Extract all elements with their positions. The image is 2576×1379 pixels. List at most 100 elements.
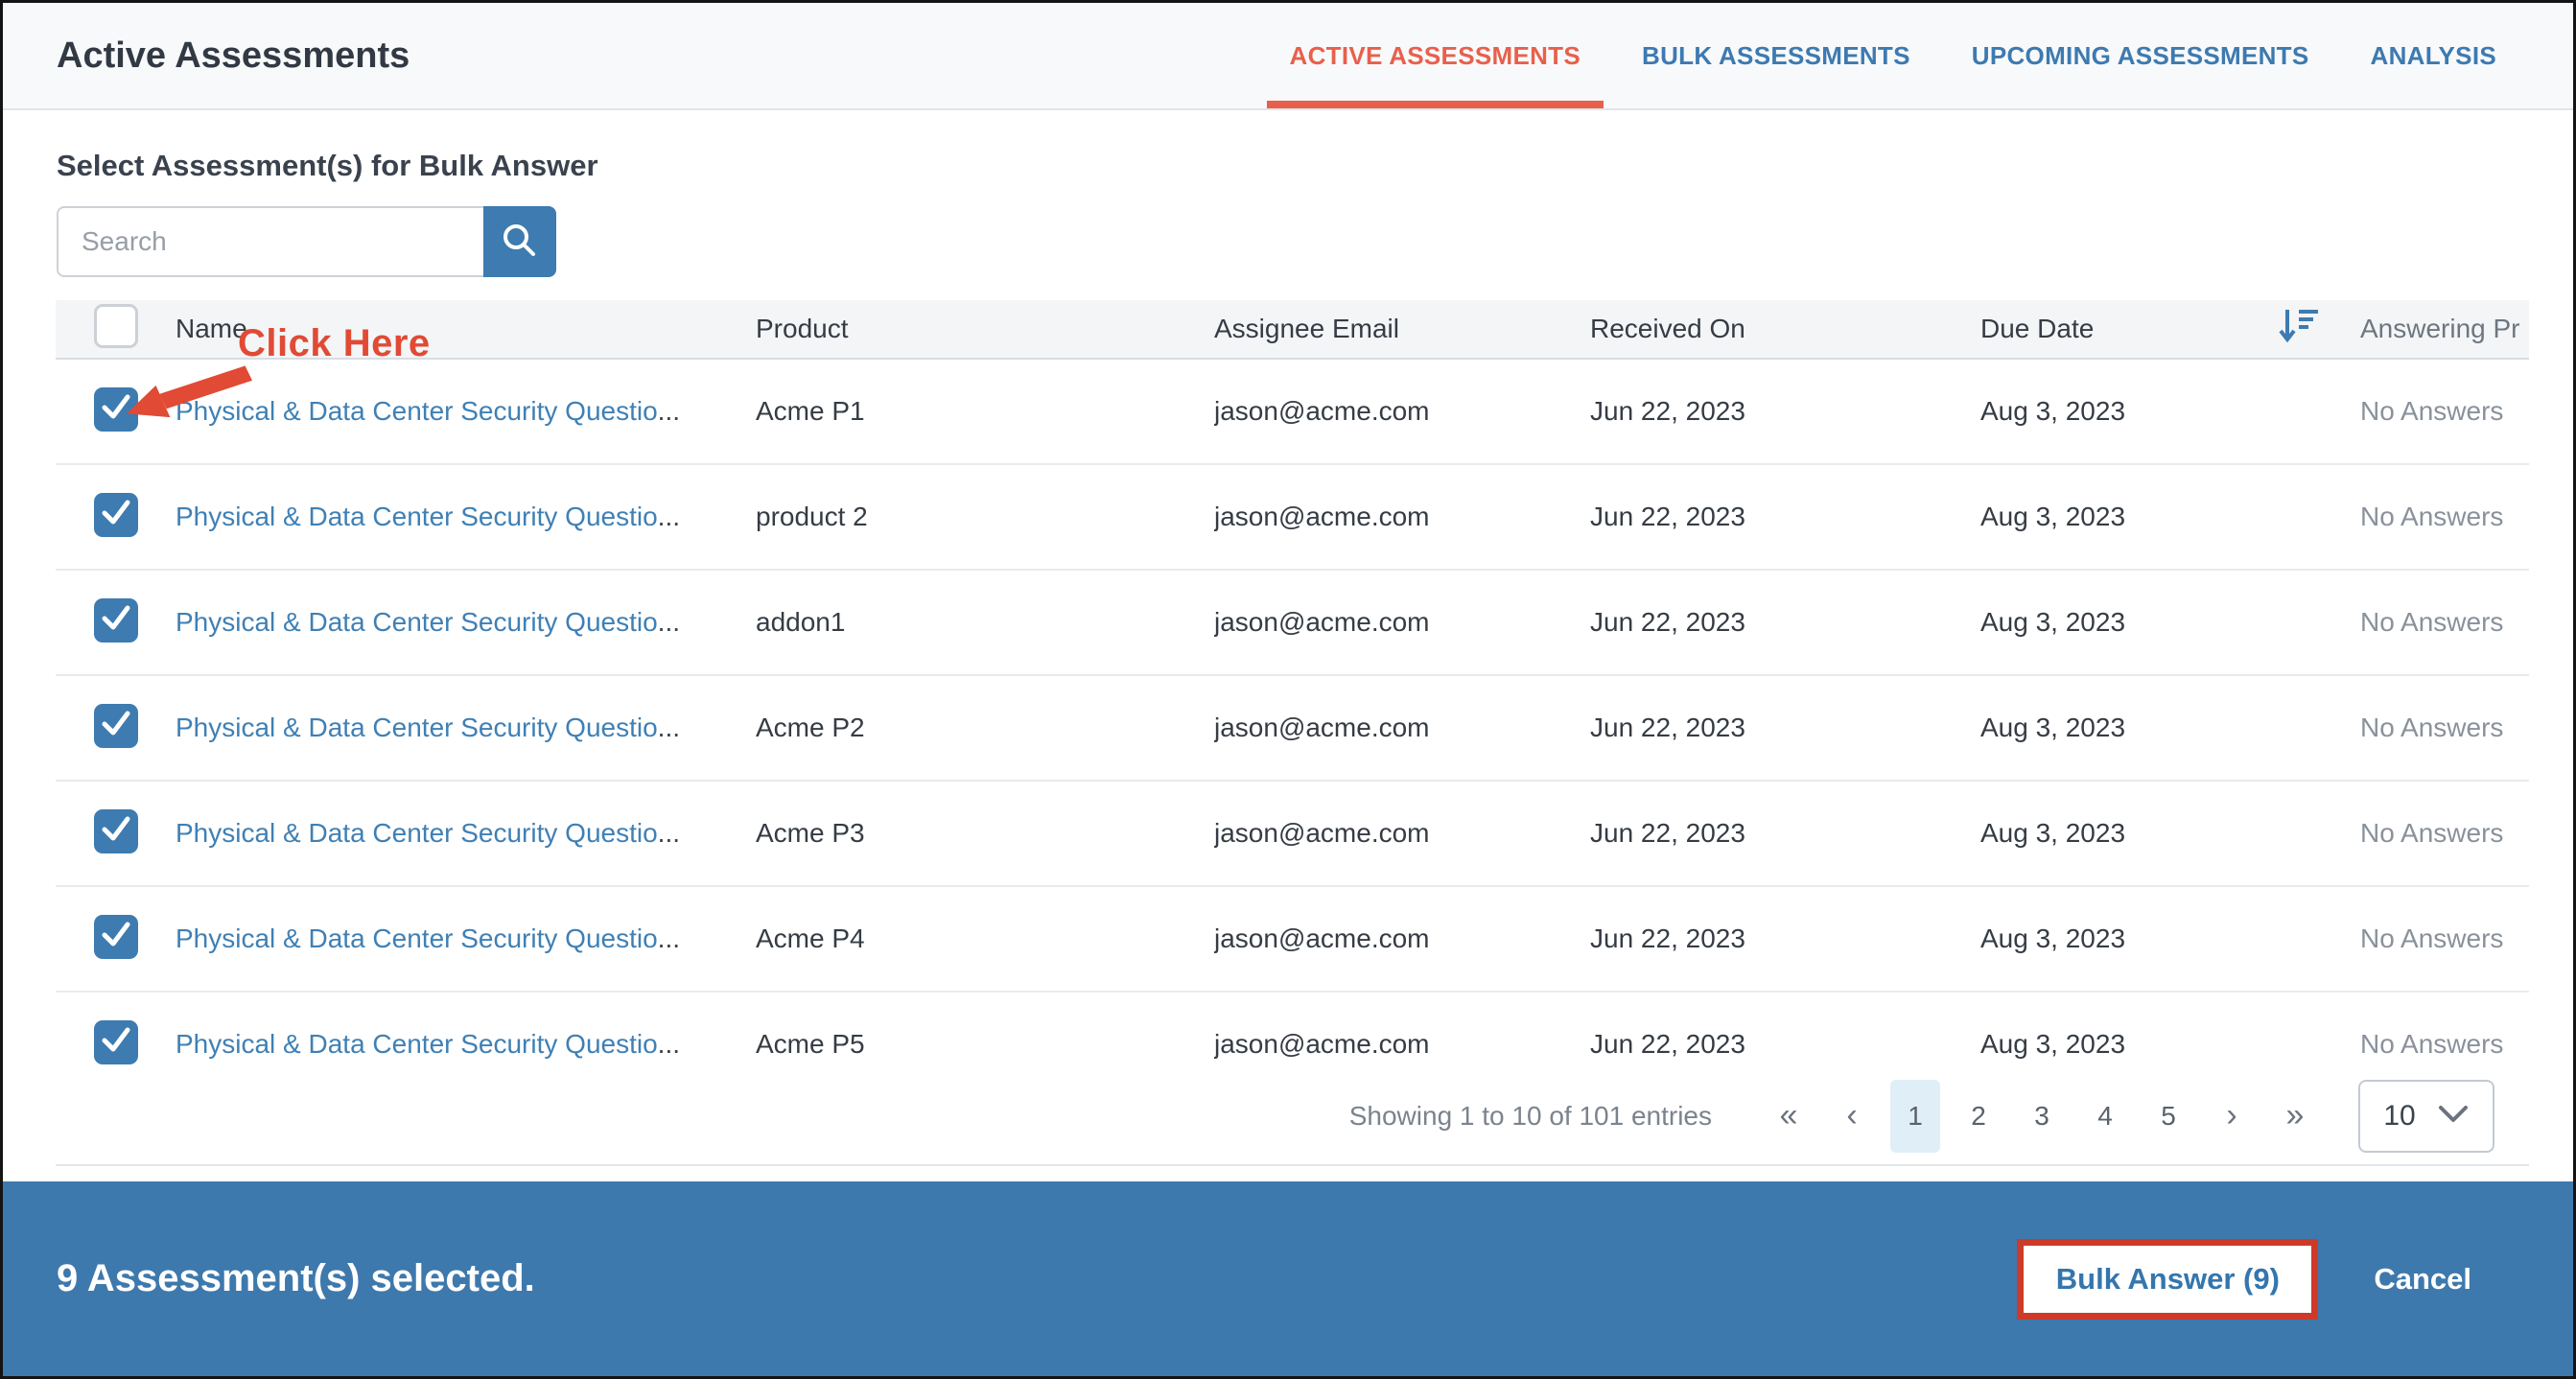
assignee-email-cell: jason@acme.com — [1214, 502, 1430, 531]
pagination-bar: Showing 1 to 10 of 101 entries « ‹ 1 2 3… — [56, 1067, 2529, 1166]
product-cell: Acme P2 — [756, 713, 865, 742]
checkmark-icon — [94, 598, 138, 646]
column-header-product: Product — [756, 314, 849, 343]
cancel-button[interactable]: Cancel — [2374, 1261, 2471, 1296]
search-input[interactable] — [57, 206, 483, 277]
table-header-row: Name Product Assignee Email Received On … — [56, 300, 2529, 360]
product-cell: Acme P1 — [756, 396, 865, 426]
tab-analysis[interactable]: ANALYSIS — [2370, 40, 2496, 70]
table-row: Physical & Data Center Security Questio.… — [56, 360, 2529, 465]
search-bar — [57, 206, 556, 277]
table-row: Physical & Data Center Security Questio.… — [56, 782, 2529, 887]
answering-progress-cell: No Answers — [2360, 713, 2504, 742]
assessment-name-link[interactable]: Physical & Data Center Security Questio.… — [176, 1029, 681, 1059]
last-page-button[interactable]: » — [2285, 1097, 2305, 1134]
product-cell: Acme P4 — [756, 923, 865, 953]
click-here-arrow-icon — [124, 360, 252, 426]
due-date-cell: Aug 3, 2023 — [1980, 607, 2126, 637]
select-all-checkbox[interactable] — [94, 303, 138, 348]
received-on-cell: Jun 22, 2023 — [1590, 923, 1745, 953]
assignee-email-cell: jason@acme.com — [1214, 1029, 1430, 1059]
row-checkbox[interactable] — [94, 704, 138, 749]
due-date-cell: Aug 3, 2023 — [1980, 923, 2126, 953]
page-button-5[interactable]: 5 — [2161, 1100, 2176, 1131]
product-cell: Acme P5 — [756, 1029, 865, 1059]
search-button[interactable] — [483, 206, 556, 277]
column-header-received-on: Received On — [1590, 314, 1745, 343]
bulk-answer-annotation-outline: Bulk Answer (9) — [2017, 1238, 2319, 1320]
assessment-name-link[interactable]: Physical & Data Center Security Questio.… — [176, 923, 681, 953]
page-button-3[interactable]: 3 — [2034, 1100, 2049, 1131]
due-date-cell: Aug 3, 2023 — [1980, 502, 2126, 531]
next-page-button[interactable]: › — [2226, 1097, 2237, 1134]
column-header-assignee-email: Assignee Email — [1214, 314, 1399, 343]
row-checkbox[interactable] — [94, 1020, 138, 1067]
due-date-cell: Aug 3, 2023 — [1980, 1029, 2126, 1059]
due-date-cell: Aug 3, 2023 — [1980, 713, 2126, 742]
answering-progress-cell: No Answers — [2360, 607, 2504, 637]
row-checkbox[interactable] — [94, 809, 138, 854]
sort-descending-icon[interactable] — [2276, 304, 2320, 355]
received-on-cell: Jun 22, 2023 — [1590, 607, 1745, 637]
checkmark-icon — [94, 493, 138, 541]
column-header-name: Name — [176, 314, 247, 343]
assessment-name-link[interactable]: Physical & Data Center Security Questio.… — [176, 396, 681, 426]
bulk-action-bar: 9 Assessment(s) selected. Bulk Answer (9… — [3, 1181, 2573, 1376]
page-button-1[interactable]: 1 — [1890, 1079, 1940, 1153]
column-header-due-date: Due Date — [1980, 314, 2095, 343]
received-on-cell: Jun 22, 2023 — [1590, 818, 1745, 848]
assessments-table: Name Product Assignee Email Received On … — [56, 300, 2529, 1067]
assignee-email-cell: jason@acme.com — [1214, 607, 1430, 637]
answering-progress-cell: No Answers — [2360, 923, 2504, 953]
answering-progress-cell: No Answers — [2360, 818, 2504, 848]
tab-upcoming-assessments[interactable]: UPCOMING ASSESSMENTS — [1971, 40, 2309, 70]
assignee-email-cell: jason@acme.com — [1214, 923, 1430, 953]
assessment-name-link[interactable]: Physical & Data Center Security Questio.… — [176, 713, 681, 742]
page-button-4[interactable]: 4 — [2097, 1100, 2113, 1131]
pagination-summary: Showing 1 to 10 of 101 entries — [1348, 1100, 1712, 1131]
section-heading: Select Assessment(s) for Bulk Answer — [57, 149, 598, 182]
page-button-2[interactable]: 2 — [1971, 1100, 1986, 1131]
table-row: Physical & Data Center Security Questio.… — [56, 571, 2529, 676]
row-checkbox[interactable] — [94, 915, 138, 960]
page-size-select[interactable]: 10 — [2358, 1079, 2494, 1153]
first-page-button[interactable]: « — [1779, 1097, 1798, 1134]
received-on-cell: Jun 22, 2023 — [1590, 713, 1745, 742]
table-row: Physical & Data Center Security Questio.… — [56, 993, 2529, 1067]
checkmark-icon — [94, 704, 138, 752]
tab-active-assessments[interactable]: ACTIVE ASSESSMENTS — [1266, 3, 1604, 108]
chevron-down-icon — [2437, 1100, 2470, 1133]
due-date-cell: Aug 3, 2023 — [1980, 396, 2126, 426]
assessment-name-link[interactable]: Physical & Data Center Security Questio.… — [176, 818, 681, 848]
product-cell: product 2 — [756, 502, 868, 531]
assessment-name-link[interactable]: Physical & Data Center Security Questio.… — [176, 502, 681, 531]
checkmark-icon — [94, 809, 138, 857]
answering-progress-cell: No Answers — [2360, 502, 2504, 531]
table-row: Physical & Data Center Security Questio.… — [56, 676, 2529, 782]
selected-count-text: 9 Assessment(s) selected. — [57, 1257, 535, 1299]
row-checkbox[interactable] — [94, 493, 138, 538]
bulk-answer-button[interactable]: Bulk Answer (9) — [2024, 1245, 2312, 1313]
checkmark-icon — [94, 915, 138, 963]
top-bar: Active Assessments ACTIVE ASSESSMENTS BU… — [3, 3, 2573, 110]
table-body: Physical & Data Center Security Questio.… — [56, 360, 2529, 1067]
table-row: Physical & Data Center Security Questio.… — [56, 465, 2529, 571]
prev-page-button[interactable]: ‹ — [1846, 1097, 1858, 1134]
assignee-email-cell: jason@acme.com — [1214, 818, 1430, 848]
click-here-annotation: Click Here — [238, 322, 431, 364]
page-title: Active Assessments — [57, 35, 410, 76]
tab-bar: ACTIVE ASSESSMENTS BULK ASSESSMENTS UPCO… — [1266, 3, 2507, 108]
product-cell: Acme P3 — [756, 818, 865, 848]
row-checkbox[interactable] — [94, 598, 138, 643]
checkmark-icon — [94, 1020, 138, 1067]
due-date-cell: Aug 3, 2023 — [1980, 818, 2126, 848]
product-cell: addon1 — [756, 607, 846, 637]
tab-bulk-assessments[interactable]: BULK ASSESSMENTS — [1642, 40, 1910, 70]
received-on-cell: Jun 22, 2023 — [1590, 1029, 1745, 1059]
assessment-name-link[interactable]: Physical & Data Center Security Questio.… — [176, 607, 681, 637]
page-size-value: 10 — [2383, 1099, 2416, 1132]
received-on-cell: Jun 22, 2023 — [1590, 396, 1745, 426]
answering-progress-cell: No Answers — [2360, 396, 2504, 426]
checkmark-icon — [94, 387, 138, 435]
